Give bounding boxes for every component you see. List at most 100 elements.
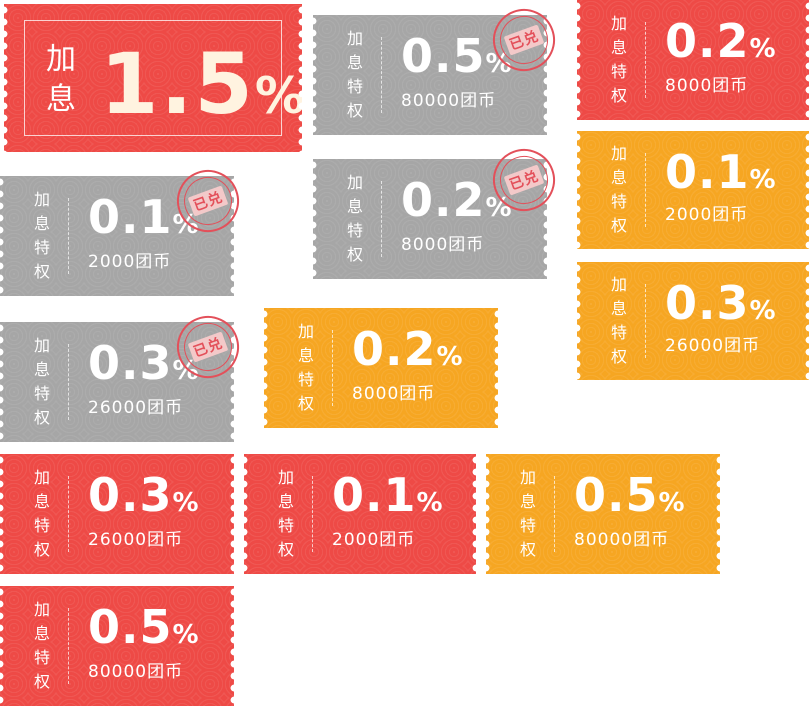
coupon-label-column: 加息特权 [32, 454, 52, 574]
coupon-label-char: 特 [610, 192, 627, 211]
coupon-cost: 2000团币 [665, 205, 749, 225]
coupon-divider [381, 181, 382, 257]
coupon-label-char: 息 [610, 299, 627, 318]
coupon-rate: 0.2% [665, 18, 776, 72]
coupon-label-char: 加 [610, 275, 627, 294]
coupon-cost: 8000团币 [665, 76, 749, 96]
coupon-divider [381, 37, 382, 113]
coupon-rate-value: 0.5 [574, 468, 659, 522]
coupon-divider [68, 476, 69, 552]
coupon-divider [645, 22, 646, 98]
coupon-ticket[interactable]: 加息特权 0.1% 2000团币 [244, 454, 476, 574]
coupon-ticket[interactable]: 加息特权 0.3% 26000团币 [577, 262, 809, 380]
coupon-label-column: 加息特权 [32, 586, 52, 706]
coupon-label-char: 息 [610, 38, 627, 57]
coupon-label-char: 权 [33, 262, 50, 281]
coupon-label-char: 特 [33, 516, 50, 535]
coupon-label-char: 特 [297, 370, 314, 389]
coupon-label-char: 特 [277, 516, 294, 535]
coupon-cost: 26000团币 [88, 530, 184, 550]
coupon-cost: 80000团币 [401, 91, 497, 111]
coupon-label-char: 特 [346, 221, 363, 240]
coupon-ticket[interactable]: 加息特权 0.3% 26000团币 [0, 454, 234, 574]
coupon-label-column: 加息特权 [345, 159, 365, 279]
coupon-rate-unit: % [749, 296, 776, 326]
coupon-cost: 8000团币 [401, 235, 485, 255]
coupon-rate-value: 0.3 [665, 276, 750, 330]
coupon-label-char: 息 [610, 168, 627, 187]
big-coupon-rate: 1.5% [100, 42, 307, 138]
coupon-label-char: 特 [519, 516, 536, 535]
coupon-label-char: 加 [346, 173, 363, 192]
redeemed-stamp-text: 已兑 [503, 24, 545, 56]
coupon-rate-unit: % [172, 620, 199, 650]
coupon-label-char: 加 [346, 29, 363, 48]
coupon-ticket[interactable]: 加息特权 0.5% 80000团币 [486, 454, 720, 574]
coupon-rate-value: 0.2 [665, 14, 750, 68]
coupon-label-char: 特 [33, 238, 50, 257]
coupon-divider [312, 476, 313, 552]
big-coupon-frame [24, 20, 282, 136]
coupon-rate-value: 0.1 [88, 190, 173, 244]
coupon-cost: 80000团币 [88, 662, 184, 682]
coupon-rate: 0.5% [401, 33, 512, 87]
coupon-label-column: 加息特权 [609, 262, 629, 380]
coupon-rate-value: 0.2 [401, 173, 486, 227]
coupon-cost: 2000团币 [332, 530, 416, 550]
coupon-rate-value: 0.1 [665, 145, 750, 199]
coupon-label-char: 加 [277, 468, 294, 487]
coupon-divider [554, 476, 555, 552]
coupon-rate-unit: % [749, 34, 776, 64]
coupon-label-char: 权 [519, 540, 536, 559]
coupon-label-column: 加息特权 [276, 454, 296, 574]
coupon-rate: 0.5% [88, 604, 199, 658]
coupon-ticket[interactable]: 加息特权 0.2% 8000团币 [577, 0, 809, 120]
big-coupon-ticket[interactable]: 加 息 1.5% [4, 4, 305, 152]
redeemed-stamp-text: 已兑 [187, 185, 229, 217]
coupon-label-char: 加 [33, 190, 50, 209]
coupon-cost: 26000团币 [88, 398, 184, 418]
coupon-ticket[interactable]: 加息特权 0.5% 80000团币 [313, 15, 547, 135]
big-coupon-rate-value: 1.5 [100, 35, 255, 133]
coupon-rate: 0.2% [401, 177, 512, 231]
coupon-ticket[interactable]: 加息特权 0.2% 8000团币 [264, 308, 498, 428]
redeemed-stamp-text: 已兑 [503, 164, 545, 196]
coupon-divider [332, 330, 333, 406]
coupon-label-char: 权 [610, 216, 627, 235]
coupon-rate: 0.2% [352, 326, 463, 380]
coupon-rate-value: 0.3 [88, 468, 173, 522]
coupon-divider [645, 284, 646, 358]
coupon-cost: 26000团币 [665, 336, 761, 356]
coupon-label-char: 息 [297, 346, 314, 365]
coupon-label-char: 权 [33, 672, 50, 691]
coupon-label-char: 加 [33, 468, 50, 487]
coupon-label-char: 权 [610, 347, 627, 366]
coupon-label-char: 特 [610, 323, 627, 342]
coupon-rate-unit: % [172, 488, 199, 518]
coupon-label-char: 权 [297, 394, 314, 413]
coupon-label-char: 特 [610, 62, 627, 81]
coupon-label-char: 权 [33, 408, 50, 427]
coupon-ticket[interactable]: 加息特权 0.3% 26000团币 [0, 322, 234, 442]
coupon-label-char: 权 [346, 245, 363, 264]
coupon-label-char: 息 [33, 214, 50, 233]
coupon-cost: 2000团币 [88, 252, 172, 272]
coupon-label-char: 加 [519, 468, 536, 487]
coupon-label-column: 加息特权 [32, 176, 52, 296]
coupon-rate: 0.1% [665, 149, 776, 203]
coupon-rate-unit: % [749, 165, 776, 195]
coupon-label-char: 加 [610, 144, 627, 163]
coupon-label-column: 加息特权 [296, 308, 316, 428]
coupon-label-char: 息 [33, 624, 50, 643]
big-coupon-label-bottom: 息 [46, 82, 76, 117]
coupon-label-char: 权 [346, 101, 363, 120]
coupon-rate: 0.5% [574, 472, 685, 526]
coupon-ticket[interactable]: 加息特权 0.5% 80000团币 [0, 586, 234, 706]
coupon-label-char: 息 [33, 360, 50, 379]
coupon-label-char: 息 [346, 197, 363, 216]
coupon-ticket[interactable]: 加息特权 0.1% 2000团币 [577, 131, 809, 249]
coupon-label-column: 加息特权 [345, 15, 365, 135]
coupon-divider [68, 198, 69, 274]
big-coupon-label-top: 加 [46, 42, 76, 77]
coupon-divider [68, 344, 69, 420]
